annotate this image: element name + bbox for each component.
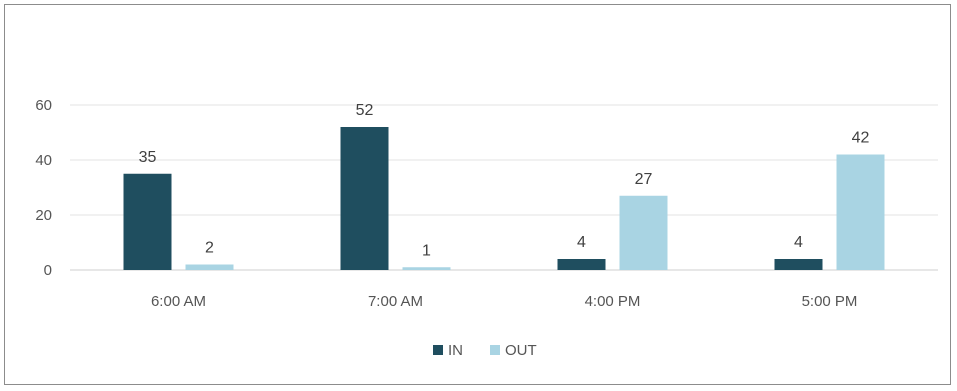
y-tick-label: 60 <box>35 97 52 114</box>
legend-label-out: OUT <box>505 342 537 359</box>
legend: IN OUT <box>433 342 537 359</box>
bar-in-2 <box>557 259 606 270</box>
y-tick-label: 20 <box>35 207 52 224</box>
data-label-in-2: 4 <box>577 234 586 251</box>
x-category-label: 4:00 PM <box>585 293 641 310</box>
x-category-label: 5:00 PM <box>802 293 858 310</box>
x-axis-categories: 6:00 AM 7:00 AM 4:00 PM 5:00 PM <box>151 293 857 310</box>
x-category-label: 7:00 AM <box>368 293 423 310</box>
y-tick-label: 40 <box>35 152 52 169</box>
x-category-label: 6:00 AM <box>151 293 206 310</box>
data-label-out-3: 42 <box>852 130 870 147</box>
bar-in-3 <box>774 259 823 270</box>
gridlines <box>70 104 938 271</box>
y-axis-ticks: 0 20 40 60 <box>35 97 52 279</box>
legend-label-in: IN <box>448 342 463 359</box>
data-label-in-1: 52 <box>356 102 374 119</box>
bar-out-1 <box>402 267 451 270</box>
legend-swatch-out <box>490 345 500 355</box>
bar-in-1 <box>340 127 389 270</box>
data-label-out-1: 1 <box>422 242 431 259</box>
legend-swatch-in <box>433 345 443 355</box>
bar-out-3 <box>836 154 885 270</box>
y-tick-label: 0 <box>44 262 52 279</box>
data-labels: 35 2 52 1 4 27 4 42 <box>139 102 870 259</box>
bars <box>123 127 885 270</box>
data-label-in-3: 4 <box>794 234 803 251</box>
data-label-out-2: 27 <box>635 171 653 188</box>
bar-out-0 <box>185 264 234 270</box>
data-label-out-0: 2 <box>205 240 214 257</box>
bar-out-2 <box>619 195 668 270</box>
bar-in-0 <box>123 173 172 270</box>
data-label-in-0: 35 <box>139 149 157 166</box>
